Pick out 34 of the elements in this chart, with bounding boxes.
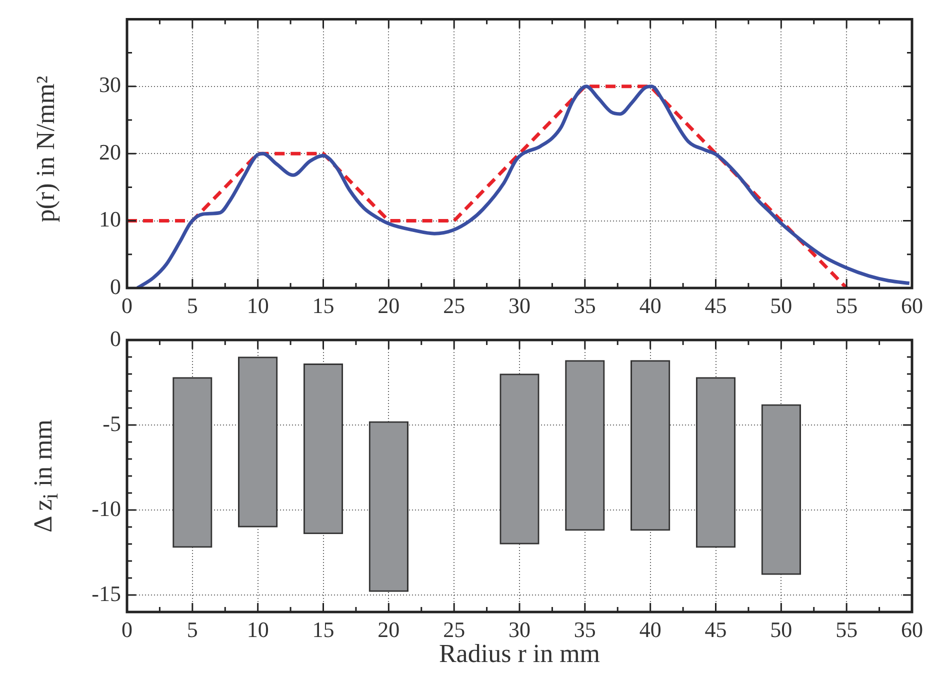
y-tick-label: 0 bbox=[110, 326, 121, 351]
x-tick-label: 35 bbox=[574, 616, 596, 642]
x-tick-label: 50 bbox=[770, 292, 792, 318]
y-tick-label: 0 bbox=[110, 274, 121, 299]
x-tick-label: 5 bbox=[186, 616, 198, 642]
x-tick-label: 40 bbox=[639, 616, 662, 642]
x-tick-label: 30 bbox=[508, 292, 530, 318]
x-tick-label: 45 bbox=[704, 292, 727, 318]
x-tick-label: 15 bbox=[312, 292, 334, 318]
x-tick-label: 40 bbox=[639, 292, 662, 318]
x-tick-label: 35 bbox=[574, 292, 596, 318]
x-tick-label: 60 bbox=[901, 616, 923, 642]
y-tick-label: 20 bbox=[99, 139, 121, 164]
x-tick-label: 5 bbox=[186, 292, 198, 318]
x-tick-label: 45 bbox=[704, 616, 727, 642]
x-axis-title: Radius r in mm bbox=[438, 639, 600, 669]
x-tick-label: 20 bbox=[378, 292, 400, 318]
x-tick-label: 30 bbox=[508, 616, 530, 642]
x-tick-label: 25 bbox=[443, 292, 466, 318]
y-tick-label: 10 bbox=[99, 206, 121, 232]
x-tick-label: 15 bbox=[312, 616, 334, 642]
x-tick-label: 55 bbox=[836, 292, 858, 318]
x-tick-label: 10 bbox=[246, 292, 269, 318]
y-tick-label: -15 bbox=[92, 580, 121, 606]
x-tick-label: 55 bbox=[836, 616, 858, 642]
y-tick-label: -10 bbox=[92, 496, 121, 521]
x-tick-label: 60 bbox=[901, 292, 923, 318]
y-tick-label: -5 bbox=[102, 410, 121, 436]
x-tick-label: 25 bbox=[443, 616, 466, 642]
x-tick-label: 10 bbox=[246, 616, 269, 642]
y-axis-title: p(r) in N/mm² bbox=[31, 76, 61, 222]
x-tick-label: 20 bbox=[378, 616, 400, 642]
x-tick-label: 50 bbox=[770, 616, 792, 642]
y-tick-label: 30 bbox=[99, 72, 121, 98]
